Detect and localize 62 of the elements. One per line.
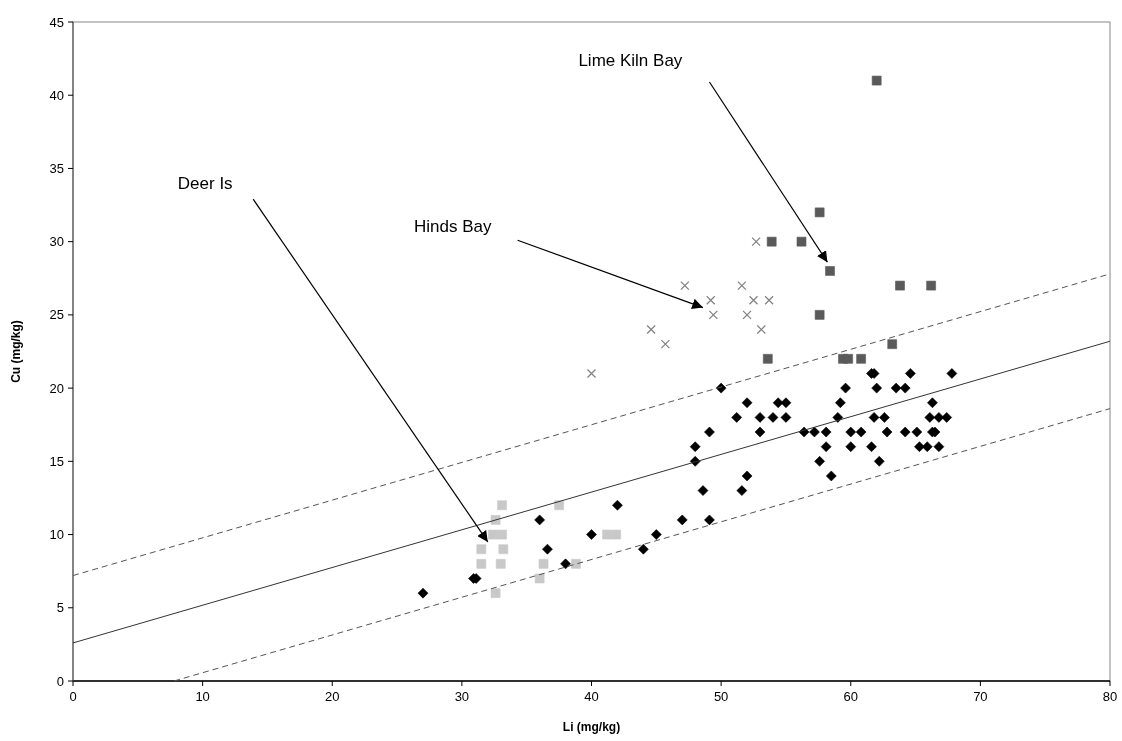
point — [748, 295, 759, 305]
x-axis-title: Li (mg/kg) — [562, 720, 621, 734]
point — [871, 75, 882, 86]
x-tick-label: 0 — [69, 689, 77, 704]
point — [660, 339, 670, 349]
point — [554, 500, 564, 511]
point — [611, 529, 621, 540]
point — [887, 339, 898, 349]
point — [756, 324, 766, 335]
point — [825, 266, 835, 276]
y-tick-label: 0 — [56, 673, 64, 689]
point — [495, 559, 506, 569]
point — [646, 324, 656, 335]
x-tick-label: 20 — [325, 689, 340, 704]
point — [706, 295, 716, 305]
point — [796, 236, 807, 247]
point — [926, 280, 936, 291]
y-tick-label: 35 — [49, 160, 64, 176]
y-tick-label: 30 — [49, 234, 64, 250]
y-tick-label: 20 — [49, 380, 64, 396]
point — [602, 529, 612, 540]
point — [680, 281, 690, 291]
point — [843, 354, 853, 364]
x-tick-label: 60 — [843, 689, 858, 704]
point — [766, 236, 777, 247]
point — [586, 368, 597, 379]
point — [476, 544, 487, 554]
point — [534, 573, 545, 584]
point — [476, 559, 487, 569]
point — [538, 559, 549, 569]
annotation: Lime Kiln Bay — [578, 51, 683, 71]
annotation: Deer Is — [177, 174, 233, 194]
point — [814, 207, 825, 218]
point — [856, 354, 866, 364]
y-tick-label: 10 — [49, 527, 64, 543]
point — [737, 281, 747, 291]
y-tick-label: 25 — [49, 307, 64, 323]
point — [571, 559, 581, 569]
x-tick-label: 10 — [195, 689, 210, 704]
point — [490, 588, 501, 598]
y-tick-label: 15 — [49, 453, 64, 469]
point — [742, 310, 752, 320]
x-tick-label: 80 — [1102, 689, 1118, 704]
point — [895, 280, 905, 291]
point — [762, 354, 773, 364]
y-axis-title: Cu (mg/kg) — [9, 320, 23, 383]
point — [498, 544, 509, 554]
x-tick-label: 40 — [584, 689, 599, 704]
point — [497, 500, 507, 511]
annotation: Hinds Bay — [414, 216, 493, 236]
point — [497, 529, 507, 540]
y-tick-label: 40 — [49, 87, 64, 103]
point — [814, 310, 825, 320]
y-tick-label: 5 — [56, 600, 64, 616]
point — [488, 529, 498, 540]
x-tick-label: 70 — [973, 689, 988, 704]
y-tick-label: 45 — [49, 14, 64, 30]
point — [764, 295, 774, 305]
x-tick-label: 30 — [454, 689, 470, 704]
point — [708, 310, 718, 320]
point — [751, 237, 761, 247]
x-tick-label: 50 — [713, 689, 729, 704]
